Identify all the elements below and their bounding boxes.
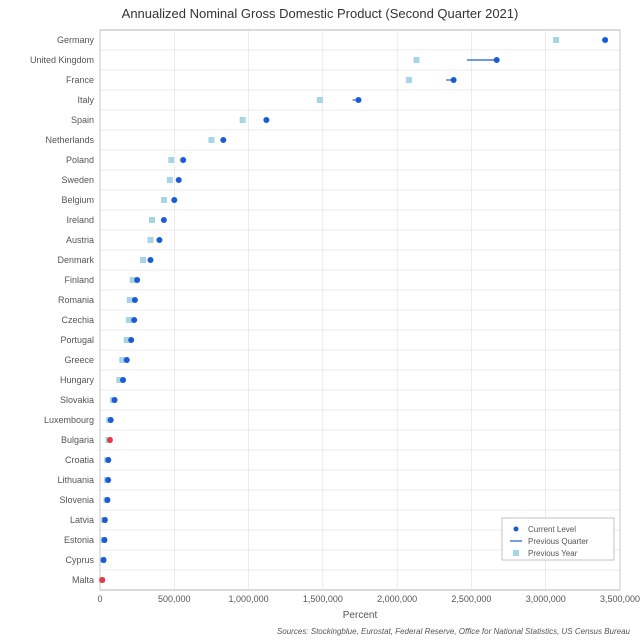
- current-level-marker: [107, 437, 113, 443]
- current-level-marker: [101, 557, 107, 563]
- current-level-marker: [494, 57, 500, 63]
- country-label: Netherlands: [45, 135, 94, 145]
- current-level-marker: [602, 37, 608, 43]
- country-label: Finland: [64, 275, 94, 285]
- prev-year-marker: [149, 217, 155, 223]
- prev-year-marker: [406, 77, 412, 83]
- current-level-marker: [148, 257, 154, 263]
- current-level-marker: [356, 97, 362, 103]
- sources-text: Sources: Stockingblue, Eurostat, Federal…: [277, 627, 631, 636]
- country-label: Malta: [72, 575, 94, 585]
- country-label: Italy: [77, 95, 94, 105]
- prev-year-marker: [148, 237, 154, 243]
- current-level-marker: [120, 377, 126, 383]
- current-level-marker: [112, 397, 118, 403]
- current-level-marker: [171, 197, 177, 203]
- current-level-marker: [101, 537, 107, 543]
- prev-year-marker: [208, 137, 214, 143]
- current-level-marker: [156, 237, 162, 243]
- country-label: Croatia: [65, 455, 94, 465]
- current-level-marker: [451, 77, 457, 83]
- country-label: United Kingdom: [30, 55, 94, 65]
- country-label: Portugal: [60, 335, 94, 345]
- x-tick-label: 2,000,000: [377, 594, 417, 604]
- x-tick-label: 1,000,000: [229, 594, 269, 604]
- country-label: Romania: [58, 295, 94, 305]
- country-label: Cyprus: [65, 555, 94, 565]
- country-label: Greece: [64, 355, 94, 365]
- country-label: Czechia: [61, 315, 94, 325]
- x-tick-label: 3,000,000: [526, 594, 566, 604]
- current-level-marker: [102, 517, 108, 523]
- country-label: Germany: [57, 35, 95, 45]
- current-level-marker: [128, 337, 134, 343]
- country-label: Belgium: [61, 195, 94, 205]
- current-level-marker: [263, 117, 269, 123]
- country-label: Austria: [66, 235, 94, 245]
- country-label: Slovenia: [59, 495, 94, 505]
- prev-year-marker: [126, 317, 132, 323]
- current-level-marker: [104, 497, 110, 503]
- prev-year-marker: [240, 117, 246, 123]
- country-label: Spain: [71, 115, 94, 125]
- current-level-marker: [132, 297, 138, 303]
- prev-year-marker: [127, 297, 133, 303]
- country-label: Latvia: [70, 515, 94, 525]
- current-level-marker: [176, 177, 182, 183]
- current-level-marker: [180, 157, 186, 163]
- country-label: Denmark: [57, 255, 94, 265]
- current-level-marker: [99, 577, 105, 583]
- country-label: Lithuania: [57, 475, 94, 485]
- current-level-marker: [105, 457, 111, 463]
- legend-label: Previous Year: [528, 549, 578, 558]
- prev-year-marker: [168, 157, 174, 163]
- country-label: Sweden: [61, 175, 94, 185]
- current-level-marker: [105, 477, 111, 483]
- gdp-dot-chart: Annualized Nominal Gross Domestic Produc…: [0, 0, 640, 640]
- country-label: Hungary: [60, 375, 95, 385]
- current-level-marker: [220, 137, 226, 143]
- current-level-marker: [131, 317, 137, 323]
- prev-year-marker: [553, 37, 559, 43]
- current-level-marker: [161, 217, 167, 223]
- x-tick-label: 2,500,000: [451, 594, 491, 604]
- prev-year-marker: [161, 197, 167, 203]
- prev-year-marker: [140, 257, 146, 263]
- country-label: Poland: [66, 155, 94, 165]
- x-tick-label: 0: [97, 594, 102, 604]
- country-label: Estonia: [64, 535, 94, 545]
- x-tick-label: 500,000: [158, 594, 191, 604]
- chart-title: Annualized Nominal Gross Domestic Produc…: [122, 6, 519, 21]
- prev-year-marker: [317, 97, 323, 103]
- prev-year-marker: [413, 57, 419, 63]
- country-label: Bulgaria: [61, 435, 94, 445]
- x-tick-label: 1,500,000: [303, 594, 343, 604]
- country-label: France: [66, 75, 94, 85]
- prev-year-marker: [167, 177, 173, 183]
- current-level-marker: [124, 357, 130, 363]
- country-label: Ireland: [66, 215, 94, 225]
- x-tick-label: 3,500,000: [600, 594, 640, 604]
- legend-label: Previous Quarter: [528, 537, 589, 546]
- country-label: Slovakia: [60, 395, 94, 405]
- x-axis-label: Percent: [343, 610, 378, 621]
- current-level-marker: [134, 277, 140, 283]
- country-label: Luxembourg: [44, 415, 94, 425]
- legend-label: Current Level: [528, 525, 576, 534]
- current-level-marker: [108, 417, 114, 423]
